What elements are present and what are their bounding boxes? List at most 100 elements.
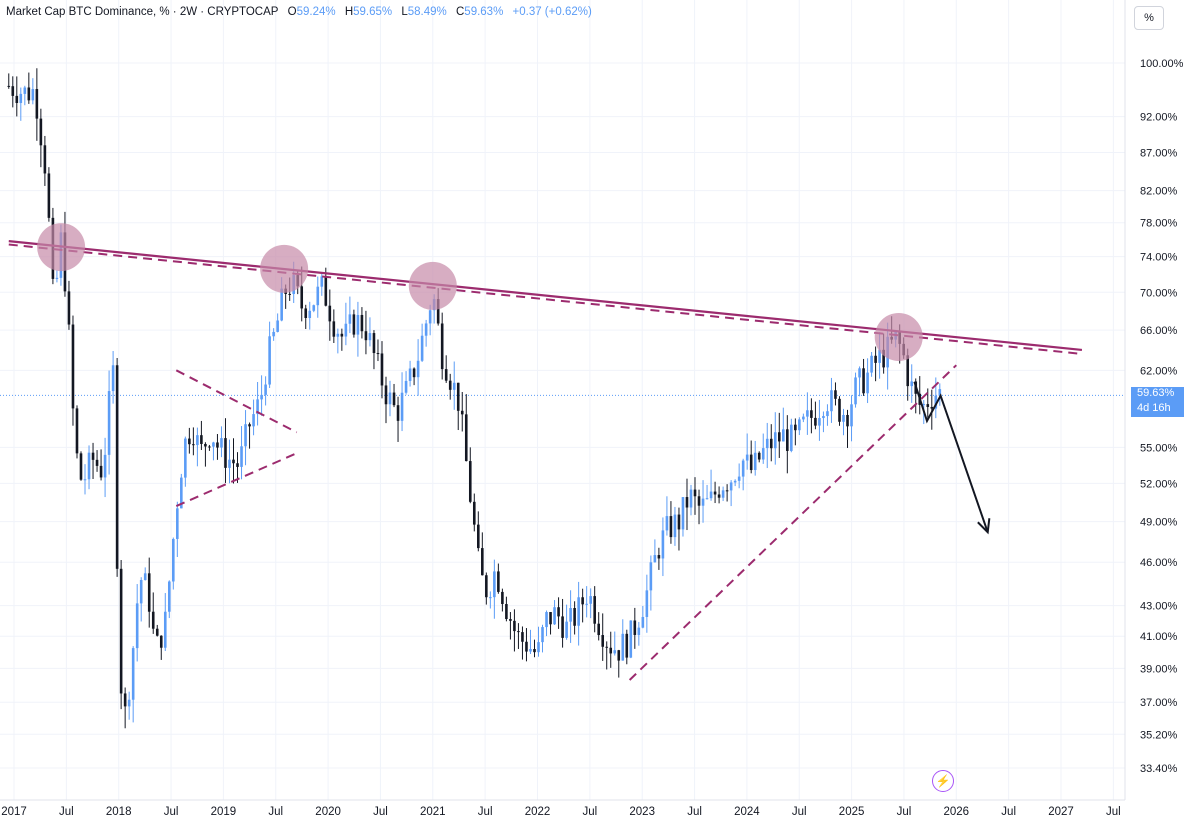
candle-body xyxy=(866,372,869,394)
candle-body xyxy=(765,438,769,449)
candle-body xyxy=(545,612,548,628)
touch-circle xyxy=(37,223,86,272)
candle-body xyxy=(878,349,881,363)
lightning-icon[interactable]: ⚡ xyxy=(932,770,954,792)
candle-body xyxy=(408,368,412,381)
candle-body xyxy=(549,612,552,625)
price-axis[interactable]: 100.00% 92.00% 87.00% 82.00% 78.00% 74.00% 70.… xyxy=(1140,58,1184,775)
candle-body xyxy=(300,286,304,309)
candle-body xyxy=(19,93,23,104)
candle-body xyxy=(633,620,637,635)
candle-body xyxy=(737,476,741,481)
chart-legend: Market Cap BTC Dominance, % · 2W · CRYPT… xyxy=(6,6,598,18)
candle-body xyxy=(176,508,179,539)
candle-body xyxy=(364,331,368,341)
y-tick-label: 35.20% xyxy=(1140,729,1178,741)
candle-body xyxy=(376,353,380,355)
low-value: 58.49% xyxy=(407,6,447,18)
candle-body xyxy=(629,620,633,658)
candle-body xyxy=(637,627,641,635)
candle-body xyxy=(448,380,452,390)
candle-body xyxy=(585,603,588,605)
candle-body xyxy=(653,555,657,563)
time-axis[interactable]: 2017 Jul 2018 Jul 2019 Jul 2020 Jul 2021 Jul 2022 J… xyxy=(1,806,1120,818)
candle-body xyxy=(143,573,147,581)
candle-body xyxy=(601,635,605,647)
candle-body xyxy=(930,406,934,409)
x-tick-label: 2026 xyxy=(944,806,970,818)
y-tick-label: 37.00% xyxy=(1140,697,1178,709)
x-tick-label: Jul xyxy=(164,806,179,818)
candle-body xyxy=(733,480,737,483)
candle-body xyxy=(436,299,440,324)
candle-body xyxy=(400,392,404,421)
candle-body xyxy=(127,699,131,707)
candle-body xyxy=(240,446,243,467)
candle-body xyxy=(280,288,283,321)
candle-body xyxy=(561,616,564,638)
candle-body xyxy=(356,314,360,335)
candle-body xyxy=(581,597,584,605)
candle-body xyxy=(316,286,320,306)
candle-body xyxy=(745,454,749,461)
high-value: 59.65% xyxy=(353,6,393,18)
candle-body xyxy=(115,365,119,569)
candle-body xyxy=(749,454,753,471)
candle-body xyxy=(312,305,316,311)
candle-body xyxy=(685,497,689,508)
candle-body xyxy=(922,404,926,406)
candle-body xyxy=(412,368,416,378)
candle-body xyxy=(826,411,829,417)
close-key: C xyxy=(455,6,465,18)
open-value: 59.24% xyxy=(296,6,336,18)
candle-body xyxy=(501,591,504,605)
candle-body xyxy=(661,530,665,559)
candle-body xyxy=(424,323,428,336)
x-tick-label: Jul xyxy=(59,806,74,818)
candle-body xyxy=(163,611,167,648)
candle-body xyxy=(874,355,877,363)
candle-body xyxy=(7,85,11,87)
x-tick-label: 2021 xyxy=(420,806,446,818)
candle-body xyxy=(252,414,255,427)
candle-body xyxy=(396,405,400,421)
candle-body xyxy=(517,631,520,633)
y-tick-label: 100.00% xyxy=(1140,58,1184,70)
countdown-label: 4d 16h xyxy=(1131,402,1184,418)
candle-body xyxy=(537,642,540,653)
x-tick-label: Jul xyxy=(897,806,912,818)
candle-body xyxy=(420,335,424,361)
x-tick-label: Jul xyxy=(582,806,597,818)
candle-body xyxy=(276,320,279,332)
candle-body xyxy=(810,410,813,418)
y-tick-label: 78.00% xyxy=(1140,218,1178,230)
candle-body xyxy=(71,324,75,409)
candle-body xyxy=(159,635,163,648)
change-value: +0.37 (+0.62%) xyxy=(512,6,592,18)
candle-body xyxy=(172,538,175,582)
candle-body xyxy=(814,417,817,426)
candle-body xyxy=(123,693,127,707)
candle-body xyxy=(192,444,195,446)
y-tick-label: 49.00% xyxy=(1140,517,1178,529)
candle-body xyxy=(509,619,512,621)
candle-body xyxy=(938,389,942,396)
y-tick-label: 74.00% xyxy=(1140,252,1178,264)
touch-circle xyxy=(260,244,309,293)
candle-body xyxy=(344,323,348,337)
candle-body xyxy=(493,571,496,598)
symbol-title[interactable]: Market Cap BTC Dominance, % · 2W · CRYPT… xyxy=(6,6,279,18)
candle-body xyxy=(184,438,187,478)
candle-body xyxy=(657,555,661,559)
candle-body xyxy=(533,649,536,653)
candle-body xyxy=(477,524,480,549)
candle-body xyxy=(39,118,43,146)
percent-scale-button[interactable]: % xyxy=(1134,6,1164,30)
candle-body xyxy=(83,479,87,481)
candle-body xyxy=(842,414,845,422)
candle-body xyxy=(272,331,275,337)
candle-body xyxy=(541,627,544,643)
x-tick-label: Jul xyxy=(1001,806,1016,818)
candle-body xyxy=(790,424,793,451)
